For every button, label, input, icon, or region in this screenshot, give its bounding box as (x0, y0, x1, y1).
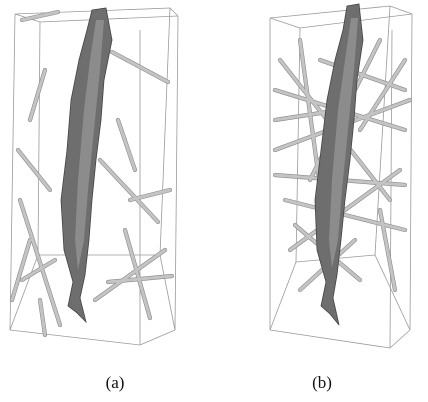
panel-b (270, 4, 412, 348)
panel-label: (b) (312, 373, 332, 392)
figure: (a) (b) (0, 0, 428, 402)
panel-a (10, 8, 178, 345)
panel-label: (a) (106, 373, 125, 392)
